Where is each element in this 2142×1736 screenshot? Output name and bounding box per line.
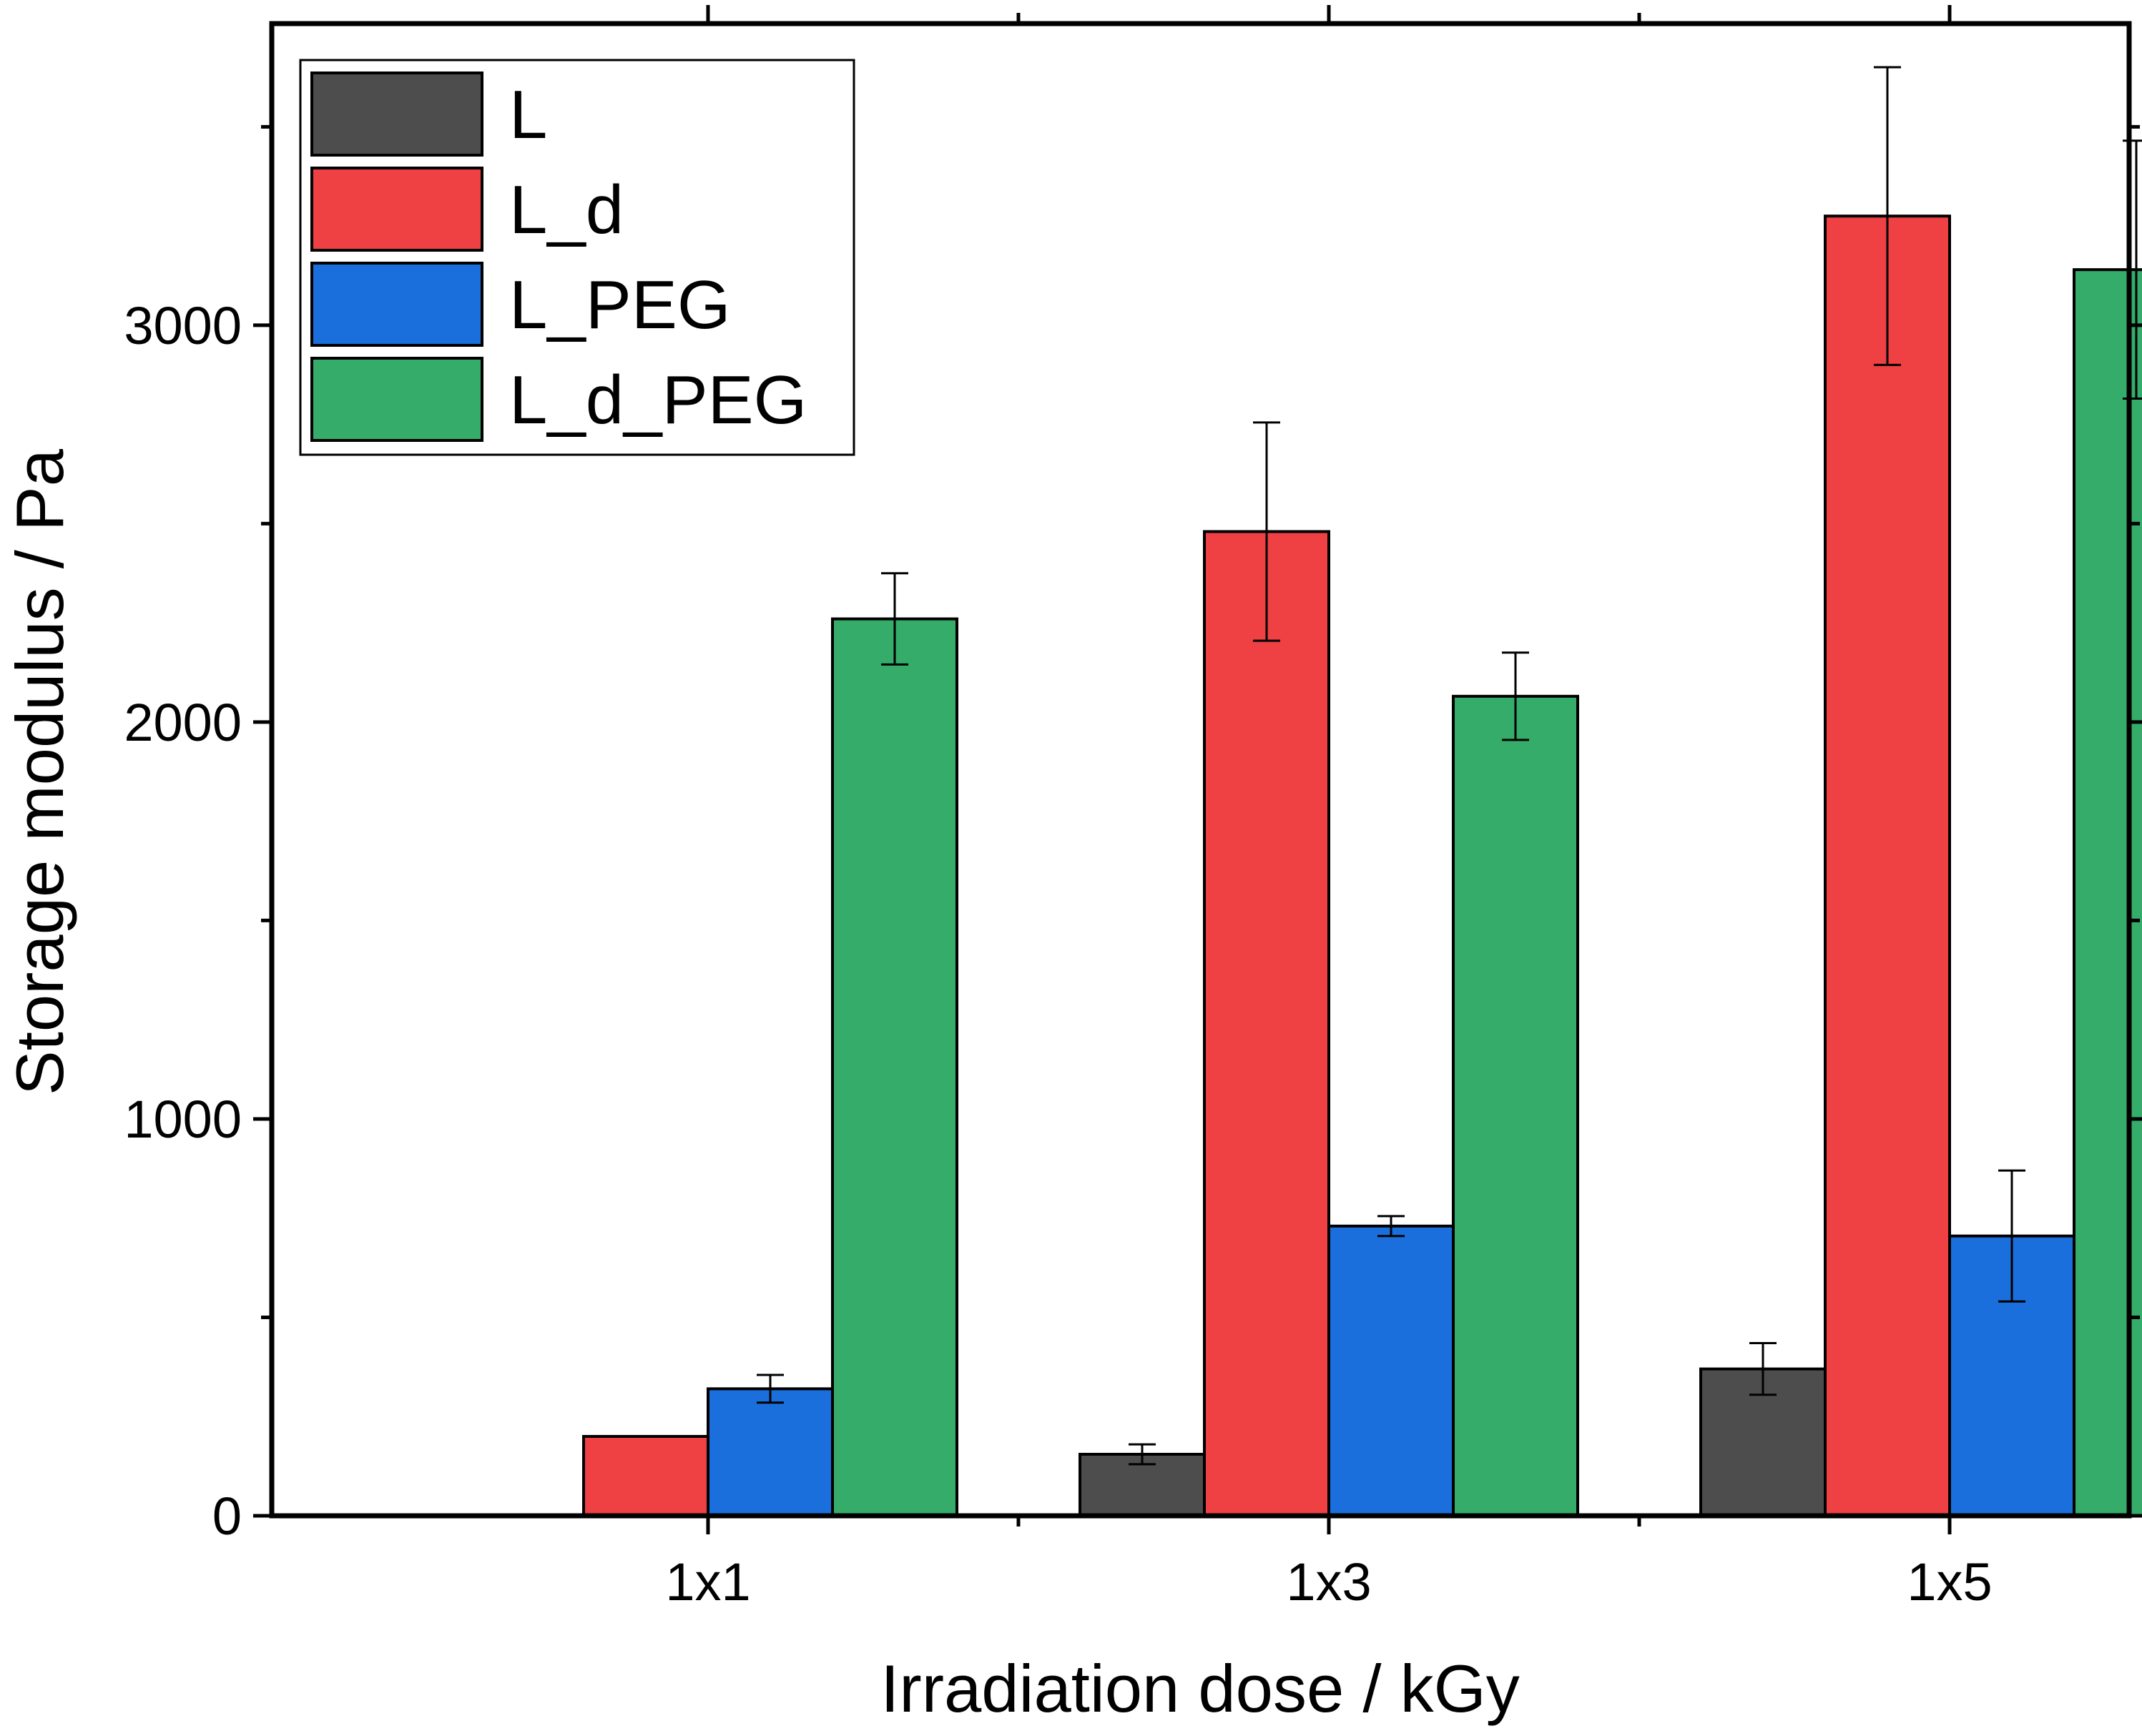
legend-label-L_d_PEG: L_d_PEG xyxy=(509,362,807,438)
y-axis-title: Storage modulus / Pa xyxy=(2,448,77,1095)
bar-L_d_PEG-1x3 xyxy=(1452,694,1579,1517)
error-bar-L_PEG-1x3 xyxy=(1377,1215,1405,1238)
y-tick-labels: 0 1000 2000 3000 xyxy=(124,296,242,1546)
legend-swatch-L_PEG xyxy=(310,262,483,347)
bar-L_PEG-1x3 xyxy=(1327,1224,1455,1517)
legend-swatch-L_d xyxy=(310,167,483,252)
bar-L_d_PEG-1x5 xyxy=(2073,268,2142,1518)
x-tick-label-1x1: 1x1 xyxy=(665,1552,750,1612)
ticks-group xyxy=(253,5,2142,1534)
legend-swatch-L_d_PEG xyxy=(310,357,483,442)
y-tick-label-1000: 1000 xyxy=(124,1090,242,1149)
legend-label-L_d: L_d xyxy=(509,172,624,248)
error-bar-L_d_PEG-1x3 xyxy=(1502,651,1529,741)
bar-L_PEG-1x1 xyxy=(707,1387,834,1517)
bars-group xyxy=(582,214,2142,1518)
legend-label-L_PEG: L_PEG xyxy=(509,267,731,343)
x-tick-label-1x3: 1x3 xyxy=(1286,1552,1371,1612)
error-bar-L_d-1x3 xyxy=(1253,421,1280,642)
bar-L_d_PEG-1x1 xyxy=(831,617,958,1517)
x-tick-labels: 1x1 1x3 1x5 xyxy=(665,1552,1992,1612)
error-bars-group xyxy=(757,66,2142,1466)
y-tick-label-2000: 2000 xyxy=(124,693,242,752)
x-axis-title: Irradiation dose / kGy xyxy=(880,1651,1519,1726)
error-bar-L-1x5 xyxy=(1749,1342,1777,1396)
plot-frame xyxy=(269,21,2132,1519)
error-bar-L_d-1x5 xyxy=(1874,66,1901,366)
error-bar-L-1x3 xyxy=(1129,1443,1156,1466)
bar-L_d-1x5 xyxy=(1824,214,1951,1517)
bar-L_d-1x1 xyxy=(582,1434,709,1518)
error-bar-L_d_PEG-1x1 xyxy=(881,572,908,666)
error-bar-L_PEG-1x5 xyxy=(1998,1169,2025,1303)
bar-L_d-1x3 xyxy=(1203,530,1330,1517)
legend-swatch-L xyxy=(310,71,483,157)
x-tick-label-1x5: 1x5 xyxy=(1907,1552,1992,1612)
y-tick-label-0: 0 xyxy=(212,1486,242,1546)
legend: L L_d L_PEG L_d_PEG xyxy=(299,59,855,456)
error-bar-L_PEG-1x1 xyxy=(757,1373,784,1404)
legend-label-L: L xyxy=(509,77,547,153)
y-tick-label-3000: 3000 xyxy=(124,296,242,355)
